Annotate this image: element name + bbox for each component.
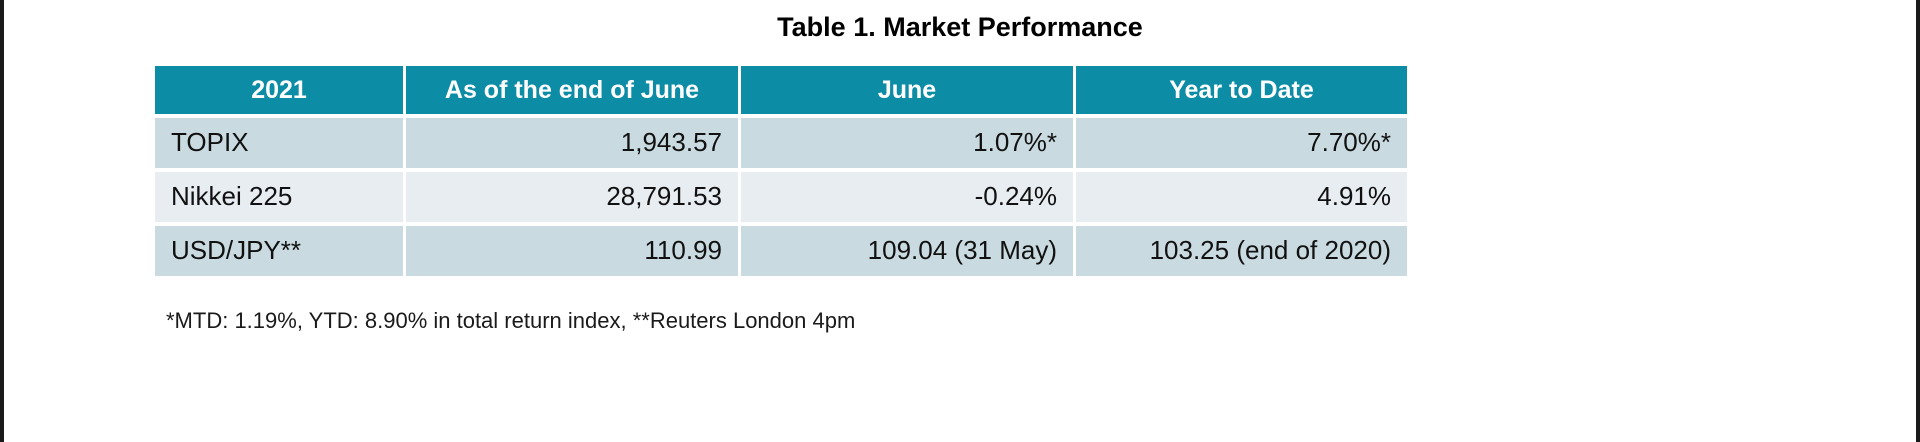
page-right-edge-rule <box>1916 0 1920 442</box>
table-body: TOPIX 1,943.57 1.07%* 7.70%* Nikkei 225 … <box>155 118 1407 276</box>
page-left-edge-rule <box>0 0 4 442</box>
table-row: Nikkei 225 28,791.53 -0.24% 4.91% <box>155 172 1407 222</box>
cell-nikkei-225-as-of-end-of-june: 28,791.53 <box>406 172 738 222</box>
column-header-year: 2021 <box>155 66 403 114</box>
cell-nikkei-225-june: -0.24% <box>741 172 1073 222</box>
column-header-as-of-end-of-june: As of the end of June <box>406 66 738 114</box>
cell-nikkei-225-year-to-date: 4.91% <box>1076 172 1407 222</box>
table-header: 2021 As of the end of June June Year to … <box>155 66 1407 114</box>
cell-topix-as-of-end-of-june: 1,943.57 <box>406 118 738 168</box>
table-footnote: *MTD: 1.19%, YTD: 8.90% in total return … <box>166 308 856 333</box>
table-row: TOPIX 1,943.57 1.07%* 7.70%* <box>155 118 1407 168</box>
column-header-year-to-date: Year to Date <box>1076 66 1407 114</box>
cell-usd-jpy-year-to-date: 103.25 (end of 2020) <box>1076 226 1407 276</box>
row-label-nikkei-225: Nikkei 225 <box>155 172 403 222</box>
cell-usd-jpy-as-of-end-of-june: 110.99 <box>406 226 738 276</box>
row-label-topix: TOPIX <box>155 118 403 168</box>
cell-topix-year-to-date: 7.70%* <box>1076 118 1407 168</box>
cell-usd-jpy-june: 109.04 (31 May) <box>741 226 1073 276</box>
cell-topix-june: 1.07%* <box>741 118 1073 168</box>
market-performance-table: 2021 As of the end of June June Year to … <box>152 62 1410 280</box>
table-row: USD/JPY** 110.99 109.04 (31 May) 103.25 … <box>155 226 1407 276</box>
market-performance-table-wrapper: 2021 As of the end of June June Year to … <box>152 62 1407 280</box>
column-header-june: June <box>741 66 1073 114</box>
table-header-row: 2021 As of the end of June June Year to … <box>155 66 1407 114</box>
table-title: Table 1. Market Performance <box>777 12 1143 42</box>
row-label-usd-jpy: USD/JPY** <box>155 226 403 276</box>
